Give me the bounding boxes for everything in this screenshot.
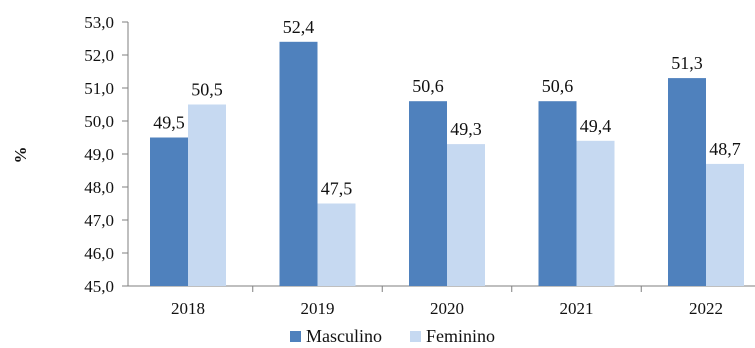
data-label: 50,6 bbox=[542, 76, 574, 96]
y-tick-label: 52,0 bbox=[84, 46, 114, 65]
bar-feminino bbox=[706, 163, 744, 286]
data-label: 50,6 bbox=[412, 76, 444, 96]
bar-masculino bbox=[150, 137, 188, 286]
legend-label: Feminino bbox=[426, 326, 495, 346]
data-label: 52,4 bbox=[283, 17, 315, 37]
y-tick-label: 53,0 bbox=[84, 13, 114, 32]
bar-feminino bbox=[317, 203, 356, 286]
data-label: 51,3 bbox=[671, 53, 703, 73]
y-tick-label: 46,0 bbox=[84, 244, 114, 263]
x-tick-label: 2021 bbox=[560, 299, 594, 318]
data-label: 48,7 bbox=[709, 139, 741, 159]
x-tick-label: 2022 bbox=[689, 299, 723, 318]
y-tick-label: 51,0 bbox=[84, 79, 114, 98]
legend-swatch bbox=[410, 331, 421, 342]
bar-feminino bbox=[447, 144, 485, 286]
data-label: 49,4 bbox=[580, 116, 612, 136]
y-axis-title: % bbox=[11, 147, 30, 164]
y-tick-label: 48,0 bbox=[84, 178, 114, 197]
bar-feminino bbox=[188, 104, 226, 286]
bar-masculino bbox=[668, 78, 706, 286]
data-label: 49,5 bbox=[153, 113, 185, 133]
x-tick-label: 2018 bbox=[171, 299, 205, 318]
y-tick-label: 45,0 bbox=[84, 277, 114, 296]
data-label: 47,5 bbox=[321, 179, 353, 199]
legend-swatch bbox=[290, 331, 301, 342]
bar-masculino bbox=[409, 101, 447, 286]
data-label: 50,5 bbox=[191, 80, 223, 100]
y-tick-label: 50,0 bbox=[84, 112, 114, 131]
x-tick-label: 2020 bbox=[430, 299, 464, 318]
y-axis: 45,0 46,0 47,0 48,0 49,0 50,0 51,0 52,0 53,0 bbox=[84, 13, 129, 296]
legend: Masculino Feminino bbox=[290, 326, 495, 346]
bar-feminino bbox=[576, 140, 615, 286]
bar-masculino bbox=[279, 41, 318, 286]
data-label: 49,3 bbox=[450, 119, 482, 139]
x-tick-label: 2019 bbox=[301, 299, 335, 318]
x-axis: 2018 2019 2020 2021 2022 bbox=[128, 285, 755, 318]
bars bbox=[150, 41, 744, 286]
data-labels: 49,5 52,4 50,6 50,6 51,3 50,5 47,5 49,3 49,4 48,7 bbox=[153, 17, 741, 199]
legend-label: Masculino bbox=[306, 326, 382, 346]
y-tick-label: 49,0 bbox=[84, 145, 114, 164]
bar-masculino bbox=[538, 101, 577, 286]
y-tick-label: 47,0 bbox=[84, 211, 114, 230]
